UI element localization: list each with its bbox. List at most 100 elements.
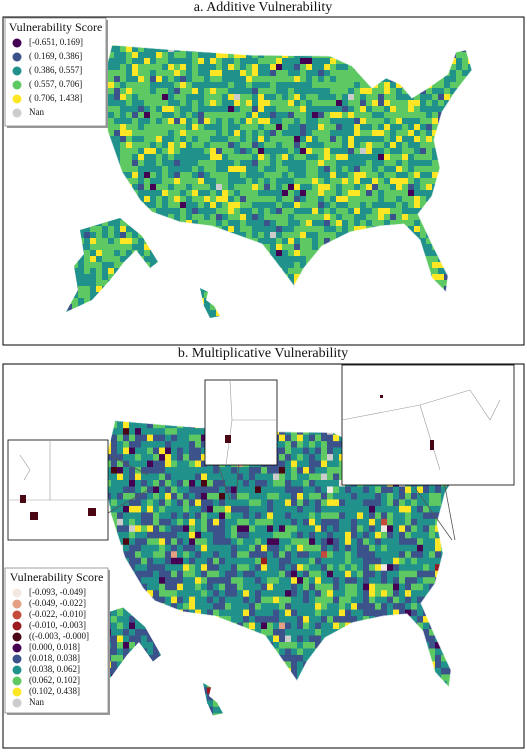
county-patch bbox=[138, 232, 145, 239]
county-patch bbox=[165, 428, 172, 435]
county-patch bbox=[273, 518, 280, 526]
county-patch bbox=[300, 142, 307, 149]
county-patch bbox=[372, 70, 379, 77]
county-patch bbox=[441, 505, 448, 513]
county-patch bbox=[342, 208, 349, 215]
county-patch bbox=[348, 202, 355, 209]
county-patch bbox=[264, 232, 271, 239]
county-patch bbox=[165, 434, 172, 442]
county-patch bbox=[168, 244, 175, 251]
county-patch bbox=[192, 112, 199, 119]
county-patch bbox=[408, 184, 415, 191]
county-patch bbox=[186, 82, 193, 89]
county-patch bbox=[159, 492, 166, 500]
county-patch bbox=[315, 538, 322, 546]
county-patch bbox=[468, 100, 472, 107]
county-patch bbox=[111, 551, 118, 559]
county-patch bbox=[420, 250, 427, 257]
county-patch bbox=[114, 208, 121, 215]
county-patch bbox=[129, 480, 136, 487]
county-patch bbox=[117, 525, 124, 533]
county-patch bbox=[135, 557, 142, 565]
county-patch bbox=[462, 118, 469, 125]
county-patch bbox=[252, 286, 259, 293]
county-patch bbox=[405, 512, 412, 520]
county-patch bbox=[144, 214, 151, 221]
county-patch bbox=[69, 428, 76, 435]
county-patch bbox=[315, 492, 322, 500]
county-patch bbox=[243, 544, 250, 552]
county-patch bbox=[342, 280, 349, 287]
county-patch bbox=[360, 130, 367, 137]
county-patch bbox=[180, 262, 187, 269]
county-patch bbox=[69, 420, 70, 423]
county-patch bbox=[168, 280, 175, 287]
county-patch bbox=[342, 70, 349, 77]
county-patch bbox=[234, 232, 241, 239]
county-patch bbox=[405, 557, 412, 565]
county-patch bbox=[282, 220, 289, 227]
county-patch bbox=[168, 154, 175, 161]
county-patch bbox=[297, 473, 304, 481]
county-patch bbox=[111, 460, 118, 468]
county-patch bbox=[420, 226, 427, 233]
county-patch bbox=[444, 262, 451, 269]
county-patch bbox=[150, 214, 157, 221]
county-patch bbox=[153, 441, 160, 448]
county-patch bbox=[402, 45, 409, 47]
county-patch bbox=[126, 130, 133, 137]
county-patch bbox=[186, 310, 193, 317]
county-patch bbox=[252, 142, 259, 149]
county-patch bbox=[321, 551, 328, 559]
county-patch bbox=[342, 136, 349, 143]
county-patch bbox=[210, 124, 217, 131]
county-patch bbox=[243, 492, 250, 500]
county-patch bbox=[258, 142, 265, 149]
county-patch bbox=[288, 112, 295, 119]
county-patch bbox=[372, 190, 379, 197]
county-patch bbox=[147, 447, 154, 455]
county-patch bbox=[297, 467, 304, 474]
county-patch bbox=[210, 316, 217, 318]
county-patch bbox=[384, 310, 391, 317]
county-patch bbox=[360, 286, 367, 293]
county-patch bbox=[186, 94, 193, 101]
county-patch bbox=[474, 118, 480, 124]
county-patch bbox=[258, 214, 265, 221]
county-patch bbox=[156, 106, 163, 113]
county-patch bbox=[174, 124, 181, 131]
county-patch bbox=[210, 292, 217, 299]
county-patch bbox=[321, 525, 328, 533]
county-patch bbox=[150, 100, 157, 107]
county-patch bbox=[216, 298, 223, 305]
county-patch bbox=[204, 160, 211, 167]
county-patch bbox=[294, 226, 301, 233]
county-patch bbox=[348, 244, 355, 251]
county-patch bbox=[120, 46, 127, 53]
county-patch bbox=[102, 250, 109, 257]
county-patch bbox=[225, 512, 232, 520]
county-patch bbox=[222, 262, 229, 269]
county-patch bbox=[180, 220, 187, 227]
county-patch bbox=[111, 486, 118, 494]
county-patch bbox=[129, 492, 136, 500]
county-patch bbox=[330, 154, 337, 161]
county-patch bbox=[252, 316, 259, 318]
county-patch bbox=[177, 512, 184, 520]
county-patch bbox=[177, 428, 184, 435]
county-patch bbox=[135, 454, 142, 461]
county-patch bbox=[237, 505, 244, 513]
county-patch bbox=[342, 64, 349, 71]
county-patch bbox=[210, 274, 217, 281]
county-patch bbox=[402, 256, 409, 263]
county-patch bbox=[285, 421, 292, 429]
county-patch bbox=[138, 52, 145, 59]
county-patch bbox=[324, 226, 331, 233]
county-patch bbox=[222, 202, 229, 209]
county-patch bbox=[297, 428, 304, 435]
county-patch bbox=[363, 486, 370, 494]
county-patch bbox=[204, 124, 211, 131]
county-patch bbox=[213, 564, 220, 572]
county-patch bbox=[168, 58, 175, 65]
county-patch bbox=[450, 232, 457, 239]
